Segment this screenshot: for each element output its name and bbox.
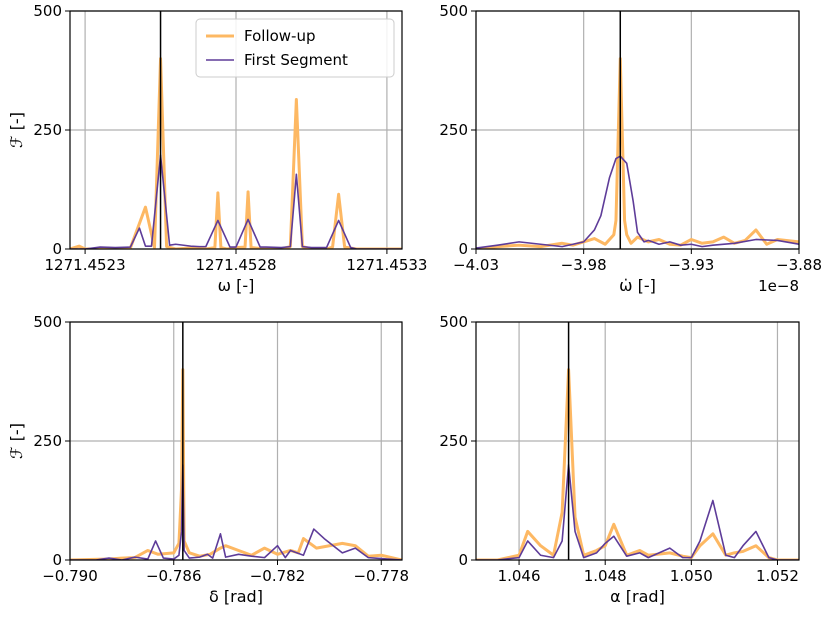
y-tick-label: 500 [439,313,468,331]
x-tick-label: 1271.4533 [346,256,427,274]
series-line-follow-up [476,368,799,560]
y-tick-label: 500 [439,2,468,20]
y-axis-label: ℱ [-] [7,423,26,459]
chart-panel-bottom-right: 1.046 1.048 1.050 1.052 0 250 500 α [rad] [439,313,800,606]
y-tick-label: 250 [439,121,468,139]
legend-box [195,18,395,78]
x-axis-label: ω̇ [-] [619,276,656,295]
x-tick-label: −0.778 [353,567,409,585]
series-line-first-segment [476,463,799,560]
x-offset-text: 1e−8 [758,277,799,295]
x-tick-label: 1271.4528 [195,256,276,274]
y-tick-label: 250 [33,121,62,139]
series-line-first-segment [70,154,402,249]
series-line-follow-up [70,368,402,560]
x-tick-label: 1.046 [498,567,541,585]
x-tick-label: −0.790 [42,567,98,585]
x-tick-label: −0.782 [250,567,306,585]
x-tick-label: 1.050 [670,567,713,585]
chart-panel-top-left: 1271.4523 1271.4528 1271.4533 0 250 500 ω [-] ℱ… [7,2,427,295]
y-tick-label: 250 [33,432,62,450]
x-tick-label: 1.048 [584,567,627,585]
chart-panel-top-right: −4.03 −3.98 −3.93 −3.88 0 250 500 ω̇ [-] 1e−8 [439,2,822,295]
series-line-first-segment [476,155,799,249]
x-axis-label: α [rad] [610,587,665,606]
series-line-first-segment [70,463,402,560]
x-tick-label: −3.88 [776,256,822,274]
y-axis-label: ℱ [-] [7,112,26,148]
series-line-follow-up [476,57,799,249]
x-tick-label: −0.786 [146,567,202,585]
x-tick-label: 1.052 [756,567,799,585]
y-tick-label: 0 [458,240,468,258]
y-tick-label: 250 [439,432,468,450]
legend-label-follow-up: Follow-up [244,27,316,45]
x-tick-label: −4.03 [453,256,499,274]
y-tick-label: 0 [52,551,62,569]
legend: Follow-up First Segment [195,18,395,78]
y-tick-label: 500 [33,2,62,20]
x-tick-label: 1271.4523 [45,256,126,274]
x-tick-label: −3.98 [561,256,607,274]
y-tick-label: 500 [33,313,62,331]
legend-label-first-segment: First Segment [244,51,348,69]
y-tick-label: 0 [458,551,468,569]
x-tick-label: −3.93 [668,256,714,274]
x-axis-label: δ [rad] [209,587,263,606]
y-tick-label: 0 [52,240,62,258]
x-axis-label: ω [-] [218,276,255,295]
chart-panel-bottom-left: −0.790 −0.786 −0.782 −0.778 0 250 500 δ [rad] ℱ … [7,313,409,606]
